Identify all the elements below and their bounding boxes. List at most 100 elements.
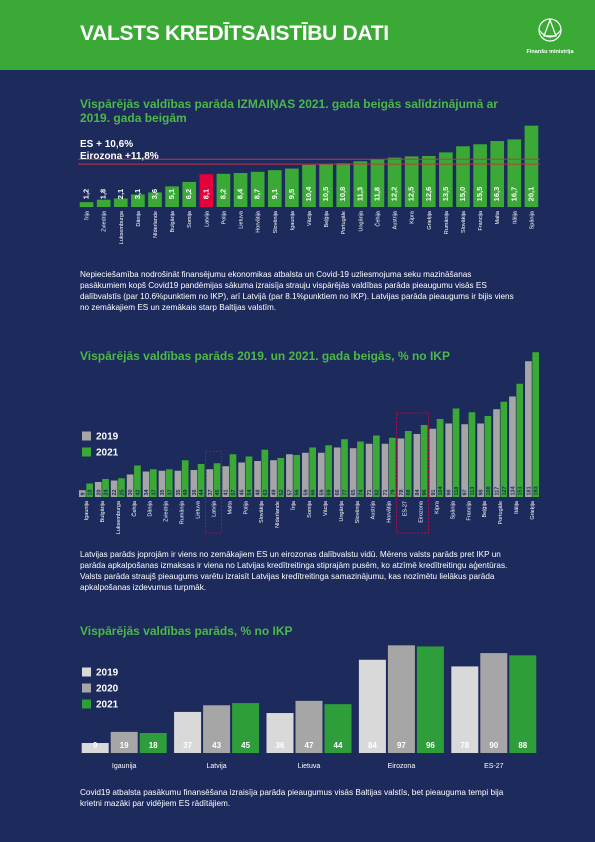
bar — [451, 666, 479, 753]
bar — [190, 470, 198, 497]
bar — [477, 423, 484, 497]
bar — [439, 152, 453, 207]
legend-swatch — [82, 447, 91, 457]
bar — [333, 447, 341, 497]
value-label: 11,3 — [355, 187, 364, 201]
value-label: 34 — [144, 488, 150, 495]
value-label: 44 — [199, 488, 205, 495]
value-label: 3,6 — [150, 189, 159, 199]
reference-label: ES + 10,6% — [80, 139, 133, 150]
value-label: 2,1 — [116, 189, 125, 199]
value-label: 41 — [224, 489, 230, 495]
x-tick-label: Francija — [466, 500, 472, 521]
value-label: 9,1 — [270, 189, 279, 199]
value-label: 113 — [470, 487, 476, 496]
value-label: 57 — [287, 489, 293, 495]
x-tick-label: Īrija — [84, 210, 91, 220]
bar — [199, 174, 214, 207]
bar — [232, 703, 260, 753]
bar — [509, 655, 537, 753]
value-label: 118 — [454, 487, 460, 496]
bar — [261, 449, 269, 497]
value-label: 59 — [319, 489, 325, 495]
bar — [319, 164, 333, 207]
x-tick-label: Luksemburga — [116, 500, 122, 534]
value-label: 8,4 — [236, 188, 245, 199]
value-label: 8,1 — [201, 189, 210, 199]
x-tick-label: Dānija — [148, 500, 154, 517]
value-label: 78 — [399, 489, 405, 495]
bar — [213, 463, 221, 497]
value-label: 18 — [149, 741, 158, 750]
x-tick-label: ES-27 — [403, 501, 409, 516]
bar — [233, 173, 248, 207]
x-tick-label: Malta — [227, 500, 233, 514]
bar — [222, 466, 230, 497]
bar — [86, 483, 93, 497]
bar — [158, 470, 166, 497]
bar — [445, 423, 453, 497]
bar — [302, 452, 309, 497]
x-tick-label: Lietuva — [298, 763, 321, 770]
x-tick-label: Eirozona — [388, 763, 416, 770]
bar — [79, 202, 94, 207]
reference-label: Eirozona +11,8% — [80, 151, 159, 162]
legend-swatch — [82, 699, 91, 709]
paragraph: Latvijas parāds joprojām ir viens no zem… — [80, 550, 508, 592]
value-label: 193 — [534, 486, 540, 495]
legend-swatch — [82, 667, 91, 677]
bar — [370, 159, 385, 207]
x-tick-label: Ungārija — [339, 500, 345, 521]
x-tick-label: Īrija — [290, 500, 297, 510]
highlight-box — [205, 450, 222, 534]
value-label: 42 — [135, 489, 141, 495]
bar — [181, 460, 189, 497]
value-label: 12,5 — [407, 187, 416, 202]
bar — [148, 192, 162, 207]
value-label: 10,4 — [304, 186, 313, 201]
value-label: 69 — [327, 489, 333, 495]
x-tick-label: Somija — [307, 500, 313, 518]
value-label: 6,2 — [184, 189, 193, 199]
value-label: 134 — [510, 485, 516, 495]
bar — [388, 437, 396, 497]
bar — [96, 199, 111, 207]
value-label: 66 — [335, 489, 341, 495]
bar — [149, 469, 157, 497]
x-tick-label: Čehija — [374, 210, 381, 227]
bar — [206, 469, 214, 497]
bar — [134, 465, 141, 497]
value-label: 84 — [415, 488, 421, 495]
bar — [229, 454, 237, 497]
bar — [325, 445, 332, 497]
value-label: 43 — [212, 741, 221, 750]
bar — [142, 471, 150, 497]
value-label: 9,5 — [287, 189, 296, 199]
bar — [102, 479, 109, 497]
value-label: 37 — [151, 489, 157, 495]
bar — [266, 713, 294, 753]
value-label: 82 — [374, 489, 380, 495]
value-label: 54 — [247, 488, 253, 495]
bar — [317, 452, 325, 497]
value-label: 57 — [231, 489, 237, 495]
value-label: 48 — [256, 489, 262, 495]
value-label: 30 — [128, 489, 134, 495]
x-tick-label: Rumānija — [444, 210, 450, 234]
value-label: 88 — [518, 741, 527, 750]
highlight-box — [396, 412, 429, 534]
bar — [468, 412, 476, 497]
value-label: 16,3 — [492, 187, 501, 202]
bar — [413, 434, 421, 497]
bar — [373, 435, 380, 497]
value-label: 36 — [276, 741, 285, 750]
bar — [484, 416, 492, 497]
paragraph: Nepieciešamība nodrošināt finansējumu ek… — [80, 270, 514, 312]
value-label: 10,8 — [338, 187, 347, 202]
chart-title: Vispārējās valdības parāds 2019. un 2021… — [80, 349, 450, 363]
x-tick-label: Eirozona — [419, 500, 425, 523]
value-label: 37 — [167, 489, 173, 495]
bar — [118, 478, 125, 497]
value-label: 9 — [93, 741, 98, 750]
value-label: 63 — [263, 489, 269, 495]
